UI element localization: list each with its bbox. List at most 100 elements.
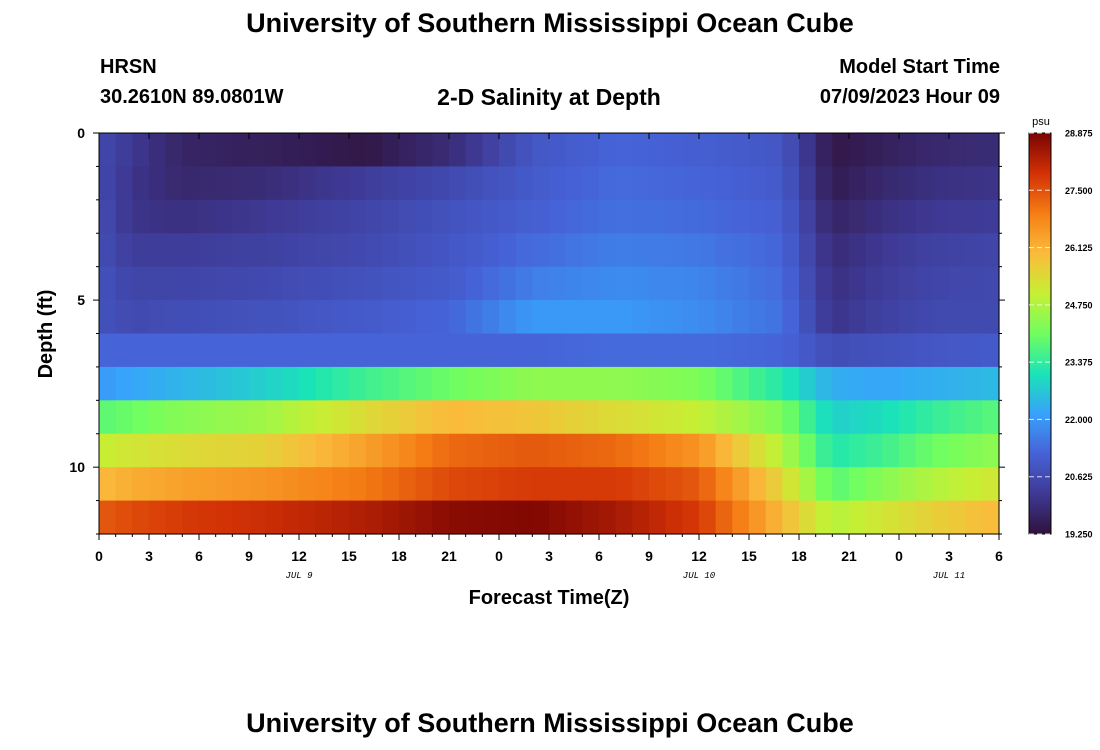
heatmap-cell	[449, 400, 467, 435]
colorbar-tick-label: 27.500	[1065, 186, 1093, 196]
heatmap-cell	[632, 467, 650, 502]
heatmap-cell	[382, 199, 400, 234]
heatmap-cell	[649, 300, 667, 335]
heatmap-cell	[465, 166, 483, 201]
heatmap-cell	[915, 233, 933, 268]
heatmap-cell	[282, 133, 300, 168]
heatmap-cell	[599, 266, 617, 301]
heatmap-cell	[382, 400, 400, 435]
heatmap-cell	[699, 400, 717, 435]
heatmap-cell	[565, 333, 583, 368]
heatmap-cell	[165, 433, 183, 468]
y-tick-label: 0	[77, 125, 85, 141]
heatmap-cell	[99, 467, 117, 502]
heatmap-cell	[165, 266, 183, 301]
heatmap-cell	[132, 467, 150, 502]
heatmap-cell	[682, 199, 700, 234]
heatmap-cell	[932, 366, 950, 401]
heatmap-cell	[832, 467, 850, 502]
heatmap-cell	[232, 333, 250, 368]
heatmap-cell	[165, 467, 183, 502]
heatmap-cell	[499, 300, 517, 335]
heatmap-cell	[865, 133, 883, 168]
heatmap-cell	[365, 166, 383, 201]
heatmap-cell	[365, 233, 383, 268]
heatmap-cell	[799, 433, 817, 468]
heatmap-cell	[515, 233, 533, 268]
x-tick-label: 9	[645, 548, 653, 564]
heatmap-cell	[799, 333, 817, 368]
heatmap-cell	[932, 467, 950, 502]
heatmap-cell	[182, 433, 200, 468]
heatmap-cell	[449, 467, 467, 502]
heatmap-cell	[632, 266, 650, 301]
heatmap-cell	[415, 366, 433, 401]
x-tick-label: 12	[691, 548, 707, 564]
heatmap-cell	[232, 133, 250, 168]
heatmap-cell	[599, 133, 617, 168]
heatmap-cell	[665, 133, 683, 168]
heatmap-cell	[532, 166, 550, 201]
heatmap-cell	[499, 266, 517, 301]
heatmap-cell	[649, 433, 667, 468]
heatmap-cell	[865, 400, 883, 435]
heatmap-cell	[249, 433, 267, 468]
heatmap-cell	[599, 366, 617, 401]
heatmap-cell	[249, 400, 267, 435]
heatmap-cell	[299, 233, 317, 268]
heatmap-cell	[665, 500, 683, 535]
heatmap-cell	[815, 199, 833, 234]
heatmap-cell	[399, 300, 417, 335]
heatmap-cell	[432, 300, 450, 335]
heatmap-cell	[199, 433, 217, 468]
plot-title: 2-D Salinity at Depth	[437, 84, 661, 110]
heatmap-cell	[332, 467, 350, 502]
heatmap-cell	[315, 467, 333, 502]
heatmap-cell	[532, 400, 550, 435]
heatmap-cell	[965, 233, 983, 268]
heatmap-cell	[232, 400, 250, 435]
heatmap-cell	[249, 199, 267, 234]
heatmap-cell	[132, 266, 150, 301]
heatmap-cell	[582, 433, 600, 468]
heatmap-cell	[232, 300, 250, 335]
heatmap-cell	[932, 199, 950, 234]
heatmap-cell	[665, 166, 683, 201]
heatmap-cell	[932, 300, 950, 335]
heatmap-cell	[549, 199, 567, 234]
heatmap-cell	[182, 233, 200, 268]
heatmap-cell	[99, 166, 117, 201]
heatmap-cell	[432, 166, 450, 201]
y-tick-label: 10	[69, 459, 85, 475]
heatmap-cell	[949, 166, 967, 201]
x-tick-label: 18	[791, 548, 807, 564]
heatmap-cell	[749, 433, 767, 468]
heatmap-cell	[99, 199, 117, 234]
heatmap-cell	[815, 467, 833, 502]
heatmap-cell	[549, 400, 567, 435]
heatmap-cell	[232, 433, 250, 468]
heatmap-cell	[465, 366, 483, 401]
heatmap-cell	[115, 400, 133, 435]
heatmap-cell	[299, 300, 317, 335]
heatmap-cell	[432, 333, 450, 368]
heatmap-cell	[682, 300, 700, 335]
heatmap-cell	[782, 266, 800, 301]
heatmap-cell	[982, 133, 1000, 168]
heatmap-cell	[749, 166, 767, 201]
heatmap-cell	[899, 300, 917, 335]
heatmap-cell	[182, 366, 200, 401]
heatmap-cell	[915, 166, 933, 201]
heatmap-cell	[332, 400, 350, 435]
heatmap-cell	[599, 199, 617, 234]
heatmap-cell	[699, 133, 717, 168]
heatmap-cell	[799, 133, 817, 168]
heatmap-cell	[399, 266, 417, 301]
heatmap-cell	[432, 133, 450, 168]
heatmap-cell	[399, 366, 417, 401]
heatmap-cell	[765, 199, 783, 234]
heatmap-cell	[199, 166, 217, 201]
heatmap-cell	[482, 400, 500, 435]
heatmap-cell	[332, 333, 350, 368]
heatmap-cell	[582, 133, 600, 168]
